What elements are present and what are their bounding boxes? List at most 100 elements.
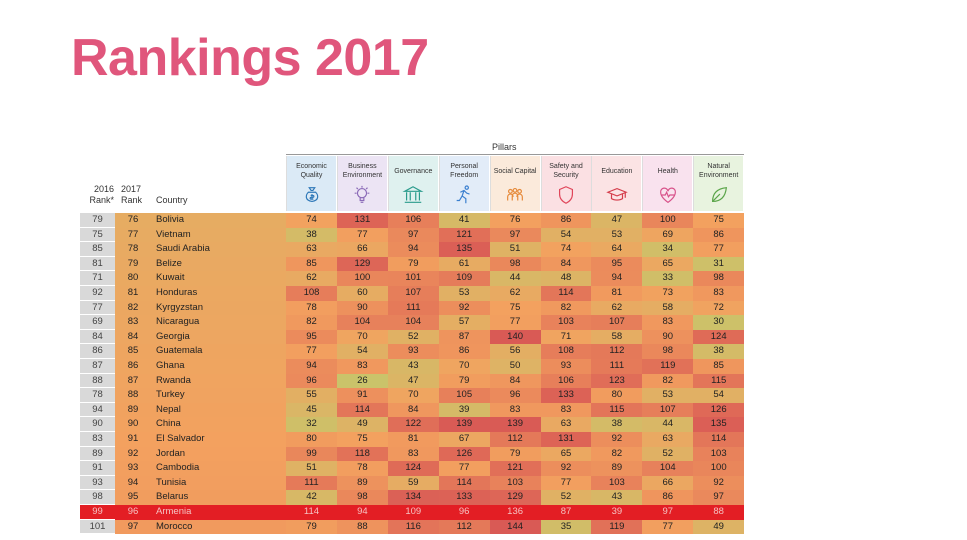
country-cell: Morocco [156,520,193,532]
table-row: 85 78 Saudi Arabia 63 66 94 135 51 74 64 34 77 [80,242,745,257]
pillar-score-cell: 86 [540,213,592,228]
country-cell: El Salvador [156,433,205,444]
country-cell: Tunisia [156,476,187,488]
pillar-score-cell: 99 [286,446,337,462]
pillar-score-cell: 41 [438,213,490,228]
country-cell: Vietnam [156,228,191,240]
pillar-score-cell: 82 [540,300,592,316]
pillar-score-cell: 97 [693,490,745,505]
rank-2016-cell: 89 [80,446,115,462]
pillar-score-cell: 74 [540,242,592,257]
table-row: 99 96 Armenia 114 94 109 96 136 87 39 97 88 [80,505,745,520]
pillar-score-cell: 134 [387,490,439,505]
pillar-score-cell: 93 [387,344,439,359]
country-cell: Guatemala [156,345,203,357]
pillar-score-cell: 108 [540,344,592,359]
pillar-score-cell: 135 [438,242,490,257]
pillar-score-cell: 106 [540,373,592,389]
pillar-score-cell: 100 [642,213,694,228]
pillar-score-cell: 44 [489,271,541,286]
pillar-score-cell: 121 [489,461,541,476]
pillar-score-cell: 77 [489,315,541,330]
pillar-score-cell: 52 [387,329,439,345]
row-background [115,461,286,476]
country-cell: Bolivia [156,214,184,225]
rank-2017-cell: 96 [115,505,151,520]
pillar-score-cell: 43 [591,490,643,505]
pillar-score-cell: 83 [642,315,694,330]
pillar-score-cell: 93 [540,359,592,374]
pillar-score-cell: 126 [438,446,490,462]
pillar-score-cell: 83 [387,446,439,462]
pillar-score-cell: 115 [591,402,643,418]
pillar-score-cell: 84 [387,402,439,418]
pillar-score-cell: 84 [540,256,592,272]
pillar-name: Safety and Security [549,163,583,179]
pillar-score-cell: 52 [540,490,592,505]
pillar-score-cell: 51 [286,461,337,476]
table-row: 71 80 Kuwait 62 100 101 109 44 48 94 33 98 [80,271,745,286]
pillar-score-cell: 54 [336,344,388,359]
pillar-score-cell: 70 [336,329,388,345]
table-row: 87 86 Ghana 94 83 43 70 50 93 111 119 85 [80,359,745,374]
pillar-score-cell: 38 [286,227,337,243]
country-cell: Jordan [156,447,186,459]
rank-2016-cell: 79 [80,213,115,228]
table-row: 101 97 Morocco 79 88 116 112 144 35 119 77 49 [80,519,745,535]
row-background [115,446,286,462]
pillar-score-cell: 47 [387,373,439,389]
pillar-score-cell: 83 [489,402,541,418]
pillar-score-cell: 57 [438,315,490,330]
pillar-score-cell: 95 [591,256,643,272]
pillar-score-cell: 52 [642,446,694,462]
pillar-score-cell: 114 [286,505,337,520]
table-row: 83 91 El Salvador 80 75 81 67 112 131 92 63 114 [80,432,745,447]
pillar-score-cell: 97 [387,227,439,243]
pillar-score-cell: 62 [286,271,337,286]
pillar-score-cell: 109 [438,271,490,286]
pillar-score-cell: 133 [540,388,592,403]
row-background [115,359,286,374]
rank-2017-cell: 78 [127,243,139,255]
pillar-score-cell: 43 [387,359,439,374]
row-background [115,242,286,257]
pillar-score-cell: 114 [438,475,490,491]
pillar-score-cell: 63 [286,242,337,257]
table-row: 86 85 Guatemala 77 54 93 86 56 108 112 98 38 [80,344,745,359]
pillar-score-cell: 88 [336,519,388,535]
pillar-score-cell: 79 [489,446,541,462]
pillar-score-cell: 91 [336,388,388,403]
pillar-score-cell: 104 [387,315,439,330]
pillar-score-cell: 112 [438,519,490,535]
pillar-score-cell: 109 [387,505,439,520]
pillar-score-cell: 100 [336,271,388,286]
row-background [115,432,286,447]
country-cell: Kyrgyzstan [156,301,203,313]
pillar-score-cell: 70 [387,388,439,403]
pillars-divider [286,154,744,155]
row-background [115,227,286,243]
pillar-score-cell: 107 [387,286,439,301]
pillar-score-cell: 96 [438,505,490,520]
rank-2016-cell: 91 [80,461,115,476]
rank-2017-header: 2017 Rank [121,184,143,205]
table-row: 94 89 Nepal 45 114 84 39 83 83 115 107 126 [80,402,745,418]
pillar-score-cell: 54 [693,388,745,403]
lightbulb-icon [351,184,373,206]
country-cell: China [156,418,181,430]
table-row: 88 87 Rwanda 96 26 47 79 84 106 123 82 115 [80,373,745,389]
pillar-score-cell: 124 [387,461,439,476]
pillar-score-cell: 89 [336,475,388,491]
pillar-score-cell: 139 [489,417,541,432]
pillar-score-cell: 86 [438,344,490,359]
pillar-score-cell: 97 [489,227,541,243]
pillar-score-cell: 71 [540,329,592,345]
pillar-score-cell: 51 [489,242,541,257]
pillar-score-cell: 114 [336,402,388,418]
pillar-score-cell: 83 [336,359,388,374]
pillar-score-cell: 119 [591,519,643,535]
rank-2016-cell: 84 [80,329,115,345]
money-bag-icon [301,184,323,206]
pillar-score-cell: 65 [642,256,694,272]
row-background [115,402,286,418]
